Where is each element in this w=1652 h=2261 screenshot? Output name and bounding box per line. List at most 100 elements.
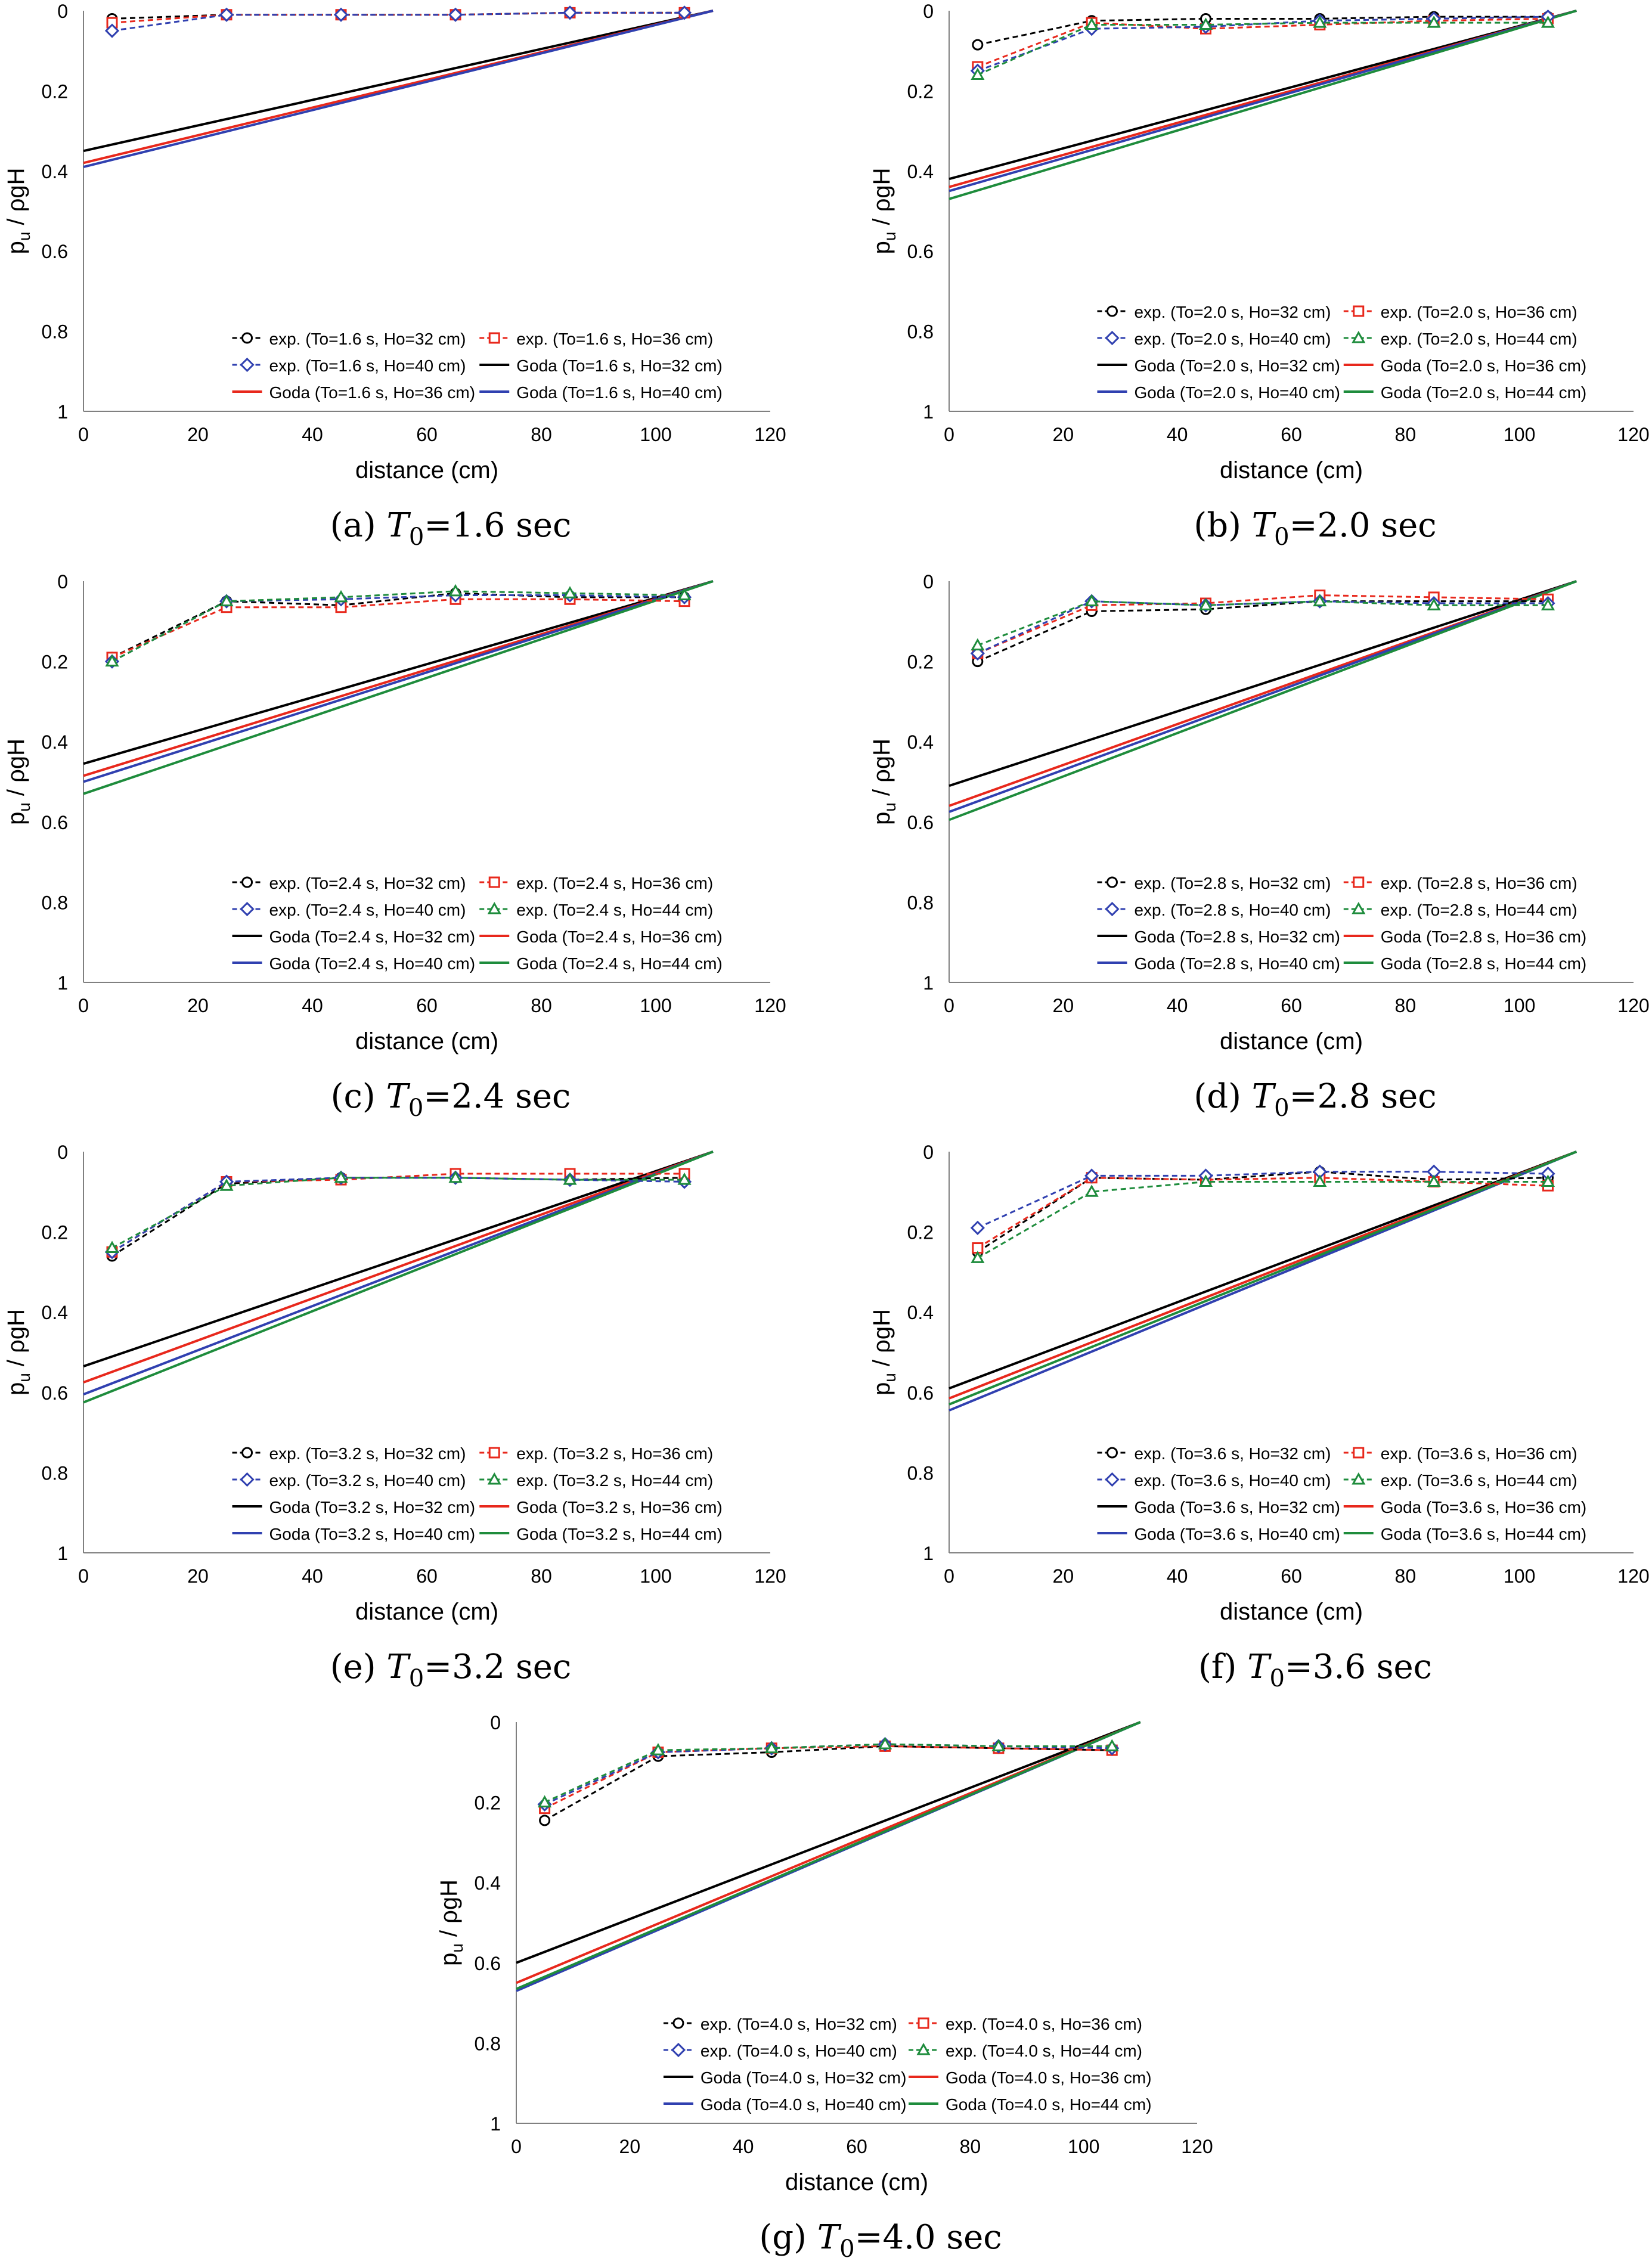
legend-marker (240, 901, 255, 917)
y-axis-label-main: p (436, 1953, 462, 1966)
legend-marker (1353, 1447, 1365, 1459)
legend-entry: exp. (To=3.2 s, Ho=44 cm) (479, 1471, 713, 1490)
legend-label: Goda (To=2.4 s, Ho=32 cm) (269, 928, 476, 946)
y-axis-label: pu / ρgH (3, 168, 33, 254)
chart-panel-2: 0 20 40 60 80 100 120 0 0.2 0.4 0.6 0.8 1 distance (c… (869, 1, 1650, 483)
exp-line (977, 21, 1548, 76)
x-tick-label: 20 (187, 1565, 209, 1587)
exp-marker (1198, 1174, 1213, 1187)
legend-label: exp. (To=2.0 s, Ho=32 cm) (1134, 303, 1331, 321)
goda-line (83, 10, 714, 153)
caption-subscript: 0 (409, 1665, 424, 1692)
legend-marker (488, 332, 500, 344)
legend-marker (1106, 1447, 1118, 1459)
exp-line (977, 1171, 1548, 1253)
exp-marker (1084, 1184, 1099, 1197)
exp-marker (448, 1170, 463, 1183)
exp-marker (1427, 598, 1441, 610)
y-tick-label: 0.6 (475, 1953, 501, 1974)
legend-entry: Goda (To=4.0 s, Ho=40 cm) (663, 2095, 906, 2114)
x-tick-label: 0 (78, 1565, 89, 1587)
y-axis-label-rest: / ρgH (869, 168, 895, 231)
y-tick-label: 0.4 (42, 731, 68, 753)
y-tick-label: 0.4 (475, 1872, 501, 1894)
exp-marker (764, 1741, 779, 1754)
caption-unit: sec (515, 1077, 571, 1116)
panel-caption: (c) T0=2.4 sec (331, 1077, 571, 1122)
x-tick-label: 60 (416, 995, 438, 1016)
x-tick-label: 20 (619, 2136, 641, 2157)
exp-marker (448, 7, 463, 22)
legend-entry: exp. (To=2.8 s, Ho=32 cm) (1097, 874, 1331, 892)
legend-label: exp. (To=1.6 s, Ho=40 cm) (269, 356, 466, 375)
x-tick-label: 80 (531, 995, 552, 1016)
x-axis-label: distance (cm) (1220, 1028, 1363, 1054)
y-tick-label: 0.4 (907, 161, 934, 182)
legend-marker (487, 901, 501, 914)
y-tick-label: 0.4 (907, 1302, 934, 1323)
legend-entry: Goda (To=2.0 s, Ho=44 cm) (1343, 383, 1586, 402)
legend-entry: Goda (To=4.0 s, Ho=32 cm) (663, 2068, 906, 2087)
legend-entry: exp. (To=3.2 s, Ho=40 cm) (232, 1471, 466, 1490)
legend-label: Goda (To=2.0 s, Ho=32 cm) (1134, 356, 1340, 375)
y-tick-label: 0.8 (42, 1462, 68, 1484)
goda-line (949, 580, 1577, 813)
caption-prefix: (c) (331, 1077, 386, 1116)
y-tick-label: 0.8 (475, 2033, 501, 2054)
legend-entry: exp. (To=3.6 s, Ho=36 cm) (1343, 1444, 1577, 1463)
legend-label: exp. (To=3.6 s, Ho=32 cm) (1134, 1444, 1331, 1463)
x-tick-label: 100 (640, 995, 671, 1016)
x-axis-label: distance (cm) (355, 457, 498, 483)
exp-marker (219, 594, 234, 607)
goda-line (83, 1150, 714, 1367)
legend-label: Goda (To=3.6 s, Ho=40 cm) (1134, 1525, 1340, 1543)
panel-caption: (f) T0=3.6 sec (1198, 1648, 1432, 1692)
legend-entry: exp. (To=4.0 s, Ho=40 cm) (663, 2042, 897, 2060)
legend-marker (1106, 876, 1118, 888)
x-tick-label: 40 (1167, 995, 1188, 1016)
caption-subscript: 0 (839, 2235, 854, 2261)
exp-line (977, 15, 1548, 72)
legend-entry: exp. (To=2.0 s, Ho=32 cm) (1097, 303, 1331, 321)
y-tick-label: 0.6 (907, 241, 934, 262)
legend-entry: exp. (To=1.6 s, Ho=40 cm) (232, 356, 466, 375)
y-axis-label-sub: u (881, 1373, 899, 1382)
y-tick-label: 0.8 (42, 321, 68, 343)
exp-marker (1084, 17, 1099, 30)
goda-line (516, 1721, 1141, 1990)
goda-line (83, 580, 714, 765)
legend-marker (240, 1472, 255, 1487)
y-tick-label: 0.8 (907, 892, 934, 913)
legend-entry: exp. (To=2.8 s, Ho=36 cm) (1343, 874, 1577, 892)
exp-marker (334, 1170, 348, 1183)
legend-label: exp. (To=3.6 s, Ho=44 cm) (1381, 1471, 1577, 1490)
legend-label: exp. (To=4.0 s, Ho=36 cm) (946, 2015, 1142, 2033)
x-tick-label: 100 (1504, 424, 1535, 445)
x-tick-label: 0 (944, 995, 954, 1016)
chart-panel-7: 0 20 40 60 80 100 120 0 0.2 0.4 0.6 0.8 1 distance (c… (436, 1712, 1213, 2195)
y-tick-label: 0.2 (475, 1792, 501, 1814)
y-tick-label: 0.6 (907, 812, 934, 833)
legend-entry: Goda (To=2.0 s, Ho=32 cm) (1097, 356, 1340, 375)
legend-marker (488, 876, 500, 888)
legend-label: Goda (To=4.0 s, Ho=44 cm) (946, 2095, 1152, 2114)
legend-label: Goda (To=1.6 s, Ho=36 cm) (269, 383, 476, 402)
exp-marker (105, 654, 119, 667)
exp-line (544, 1743, 1112, 1806)
legend-entry: Goda (To=3.6 s, Ho=40 cm) (1097, 1525, 1340, 1543)
caption-prefix: (d) (1194, 1077, 1251, 1116)
legend-marker (240, 357, 255, 373)
x-tick-label: 40 (733, 2136, 754, 2157)
caption-unit: sec (1377, 1648, 1432, 1686)
legend-entry: exp. (To=2.4 s, Ho=32 cm) (232, 874, 466, 892)
exp-line (977, 594, 1548, 655)
chart-panel-3: 0 20 40 60 80 100 120 0 0.2 0.4 0.6 0.8 1 distance (c… (3, 571, 786, 1054)
legend-label: exp. (To=3.6 s, Ho=36 cm) (1381, 1444, 1577, 1463)
x-tick-label: 120 (1617, 995, 1649, 1016)
exp-marker (562, 5, 578, 20)
legend-marker (1353, 876, 1365, 888)
legend-label: Goda (To=2.8 s, Ho=40 cm) (1134, 954, 1340, 973)
exp-line (544, 1745, 1112, 1810)
legend-entry: Goda (To=3.2 s, Ho=32 cm) (232, 1498, 475, 1516)
x-tick-label: 60 (1281, 424, 1302, 445)
